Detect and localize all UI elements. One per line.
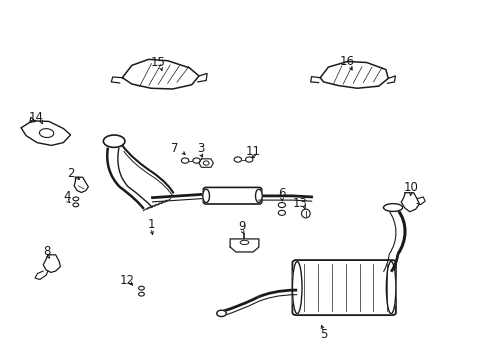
Text: 16: 16 [339, 55, 354, 68]
Text: 5: 5 [319, 328, 326, 341]
Ellipse shape [216, 310, 226, 316]
Text: 7: 7 [171, 142, 179, 155]
Ellipse shape [383, 204, 402, 211]
Text: 14: 14 [28, 111, 43, 124]
Ellipse shape [73, 203, 79, 207]
Text: 4: 4 [63, 190, 71, 203]
Ellipse shape [192, 158, 200, 163]
Text: 13: 13 [291, 198, 306, 211]
Polygon shape [386, 76, 395, 83]
Ellipse shape [40, 129, 54, 138]
Ellipse shape [181, 158, 188, 163]
Polygon shape [35, 271, 48, 279]
Text: 8: 8 [43, 245, 51, 258]
Polygon shape [111, 77, 122, 83]
Ellipse shape [255, 189, 262, 203]
FancyBboxPatch shape [203, 188, 261, 204]
Ellipse shape [138, 286, 144, 290]
Ellipse shape [138, 292, 144, 296]
Ellipse shape [292, 261, 302, 314]
Polygon shape [43, 255, 61, 273]
Text: 1: 1 [147, 217, 155, 231]
Ellipse shape [234, 157, 241, 162]
Text: 2: 2 [67, 167, 75, 180]
Text: 3: 3 [196, 143, 203, 156]
Polygon shape [310, 77, 320, 83]
Polygon shape [122, 59, 199, 89]
Ellipse shape [73, 197, 79, 201]
Text: 15: 15 [150, 57, 165, 69]
FancyBboxPatch shape [292, 260, 395, 315]
Ellipse shape [240, 240, 248, 244]
Ellipse shape [203, 189, 209, 203]
Text: 12: 12 [120, 274, 134, 287]
Ellipse shape [103, 135, 124, 147]
Text: 9: 9 [238, 220, 245, 233]
Polygon shape [199, 159, 213, 167]
Polygon shape [416, 197, 424, 205]
Polygon shape [320, 62, 387, 88]
Ellipse shape [278, 203, 285, 208]
Text: 6: 6 [278, 187, 285, 200]
Ellipse shape [245, 157, 252, 162]
Ellipse shape [301, 209, 309, 218]
Text: 11: 11 [245, 145, 260, 158]
Text: 10: 10 [403, 181, 418, 194]
Polygon shape [74, 177, 88, 193]
Polygon shape [21, 121, 70, 145]
Ellipse shape [386, 261, 395, 314]
Ellipse shape [203, 161, 208, 165]
Polygon shape [230, 239, 258, 252]
Polygon shape [400, 193, 419, 212]
Ellipse shape [278, 210, 285, 215]
Polygon shape [197, 73, 207, 82]
